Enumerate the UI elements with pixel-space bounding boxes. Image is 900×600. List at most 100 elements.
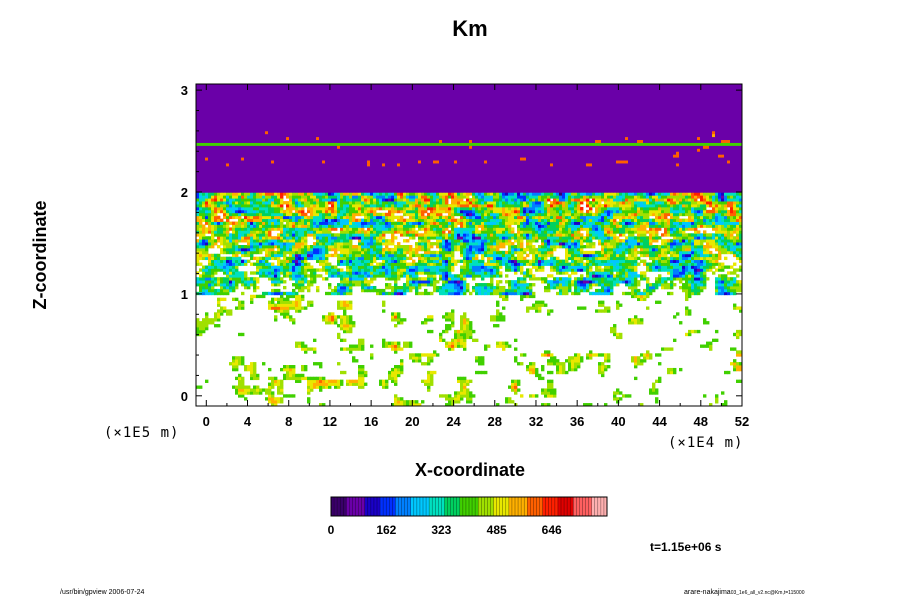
- heatmap-cell: [238, 388, 242, 392]
- heatmap-cell: [709, 239, 713, 243]
- heatmap-cell: [484, 245, 488, 249]
- heatmap-cell: [562, 271, 566, 275]
- heatmap-cell: [205, 250, 209, 255]
- heatmap-cell: [241, 356, 245, 360]
- heatmap-cell: [301, 294, 305, 299]
- heatmap-cell: [340, 227, 344, 231]
- heatmap-cell: [529, 262, 533, 266]
- heatmap-cell: [691, 245, 695, 249]
- heatmap-cell: [568, 245, 572, 249]
- heatmap-cell: [292, 230, 296, 234]
- heatmap-cell: [700, 285, 704, 290]
- heatmap-cell: [361, 262, 365, 266]
- heatmap-cell: [370, 274, 374, 278]
- heatmap-cell: [493, 250, 497, 255]
- heatmap-cell: [388, 253, 392, 258]
- heatmap-cell: [232, 247, 236, 252]
- heatmap-cell: [427, 274, 431, 278]
- heatmap-cell: [622, 230, 626, 234]
- heatmap-cell: [211, 256, 215, 261]
- heatmap-cell: [424, 259, 428, 263]
- heatmap-cell: [265, 262, 269, 266]
- heatmap-cell: [496, 250, 500, 255]
- heatmap-cell: [298, 373, 302, 378]
- heatmap-cell: [673, 236, 677, 240]
- heatmap-cell: [487, 288, 491, 293]
- heatmap-cell: [217, 283, 221, 287]
- heatmap-cell: [535, 300, 539, 304]
- heatmap-cell: [499, 285, 503, 290]
- heatmap-cell: [739, 221, 742, 225]
- heatmap-cell: [244, 385, 248, 389]
- heatmap-cell: [721, 291, 725, 296]
- heatmap-cell: [391, 239, 395, 243]
- heatmap-cell: [718, 280, 722, 284]
- heatmap-cell: [730, 291, 734, 296]
- heatmap-cell: [481, 262, 485, 266]
- heatmap-cell: [577, 277, 581, 281]
- heatmap-cell: [199, 324, 203, 328]
- heatmap-cell: [733, 365, 737, 369]
- heatmap-cell: [475, 253, 479, 258]
- heatmap-cell: [325, 379, 329, 383]
- heatmap-cell: [328, 233, 332, 237]
- heatmap-cell: [664, 259, 668, 263]
- heatmap-cell: [247, 285, 251, 290]
- heatmap-cell: [415, 283, 419, 287]
- heatmap-cell: [607, 239, 611, 243]
- heatmap-cell: [505, 224, 509, 228]
- heatmap-cell: [379, 253, 383, 258]
- heatmap-cell: [229, 239, 233, 243]
- heatmap-cell: [529, 268, 533, 272]
- heatmap-cell: [523, 277, 527, 281]
- heatmap-cell: [715, 338, 719, 342]
- heatmap-cell: [238, 239, 242, 243]
- heatmap-cell: [610, 236, 614, 240]
- heatmap-cell: [610, 224, 614, 228]
- heatmap-cell: [424, 247, 428, 252]
- heatmap-cell: [400, 227, 404, 231]
- heatmap-cell: [349, 326, 353, 331]
- heatmap-cell: [229, 250, 233, 255]
- heatmap-cell: [739, 379, 742, 383]
- heatmap-cell: [418, 224, 422, 228]
- heatmap-cell: [544, 288, 548, 293]
- heatmap-cell: [472, 250, 476, 255]
- heatmap-cell: [451, 318, 455, 322]
- heatmap-cell: [517, 250, 521, 255]
- heatmap-cell: [328, 242, 332, 246]
- heatmap-cell: [331, 271, 335, 275]
- heatmap-cell: [478, 362, 482, 366]
- heatmap-cell: [400, 268, 404, 272]
- heatmap-cell: [271, 227, 275, 231]
- heatmap-cell: [445, 250, 449, 255]
- heatmap-cell: [337, 245, 341, 249]
- heatmap-cell: [505, 400, 509, 404]
- heatmap-cell: [259, 265, 263, 269]
- heatmap-cell: [436, 259, 440, 263]
- heatmap-cell: [526, 365, 530, 369]
- heatmap-cell: [292, 283, 296, 287]
- heatmap-cell: [286, 303, 290, 307]
- heatmap-cell: [238, 221, 242, 225]
- heatmap-cell: [556, 221, 560, 225]
- heatmap-cell: [712, 259, 716, 263]
- heatmap-cell: [685, 247, 689, 252]
- heatmap-cell: [274, 274, 278, 278]
- heatmap-cell: [715, 283, 719, 287]
- heatmap-cell: [694, 224, 698, 228]
- heatmap-cell: [637, 224, 641, 228]
- heatmap-cell: [394, 370, 398, 375]
- heatmap-cell: [562, 277, 566, 281]
- heatmap-cell: [496, 341, 500, 345]
- heatmap-cell: [409, 341, 413, 345]
- heatmap-cell: [358, 382, 362, 386]
- heatmap-cell: [496, 259, 500, 263]
- heatmap-cell: [289, 265, 293, 269]
- heatmap-cell: [361, 338, 365, 342]
- heatmap-cell: [307, 397, 311, 401]
- heatmap-cell: [244, 236, 248, 240]
- heatmap-cell: [442, 265, 446, 269]
- footer-left: /usr/bin/gpview 2006-07-24: [60, 589, 145, 596]
- heatmap-cell: [379, 379, 383, 383]
